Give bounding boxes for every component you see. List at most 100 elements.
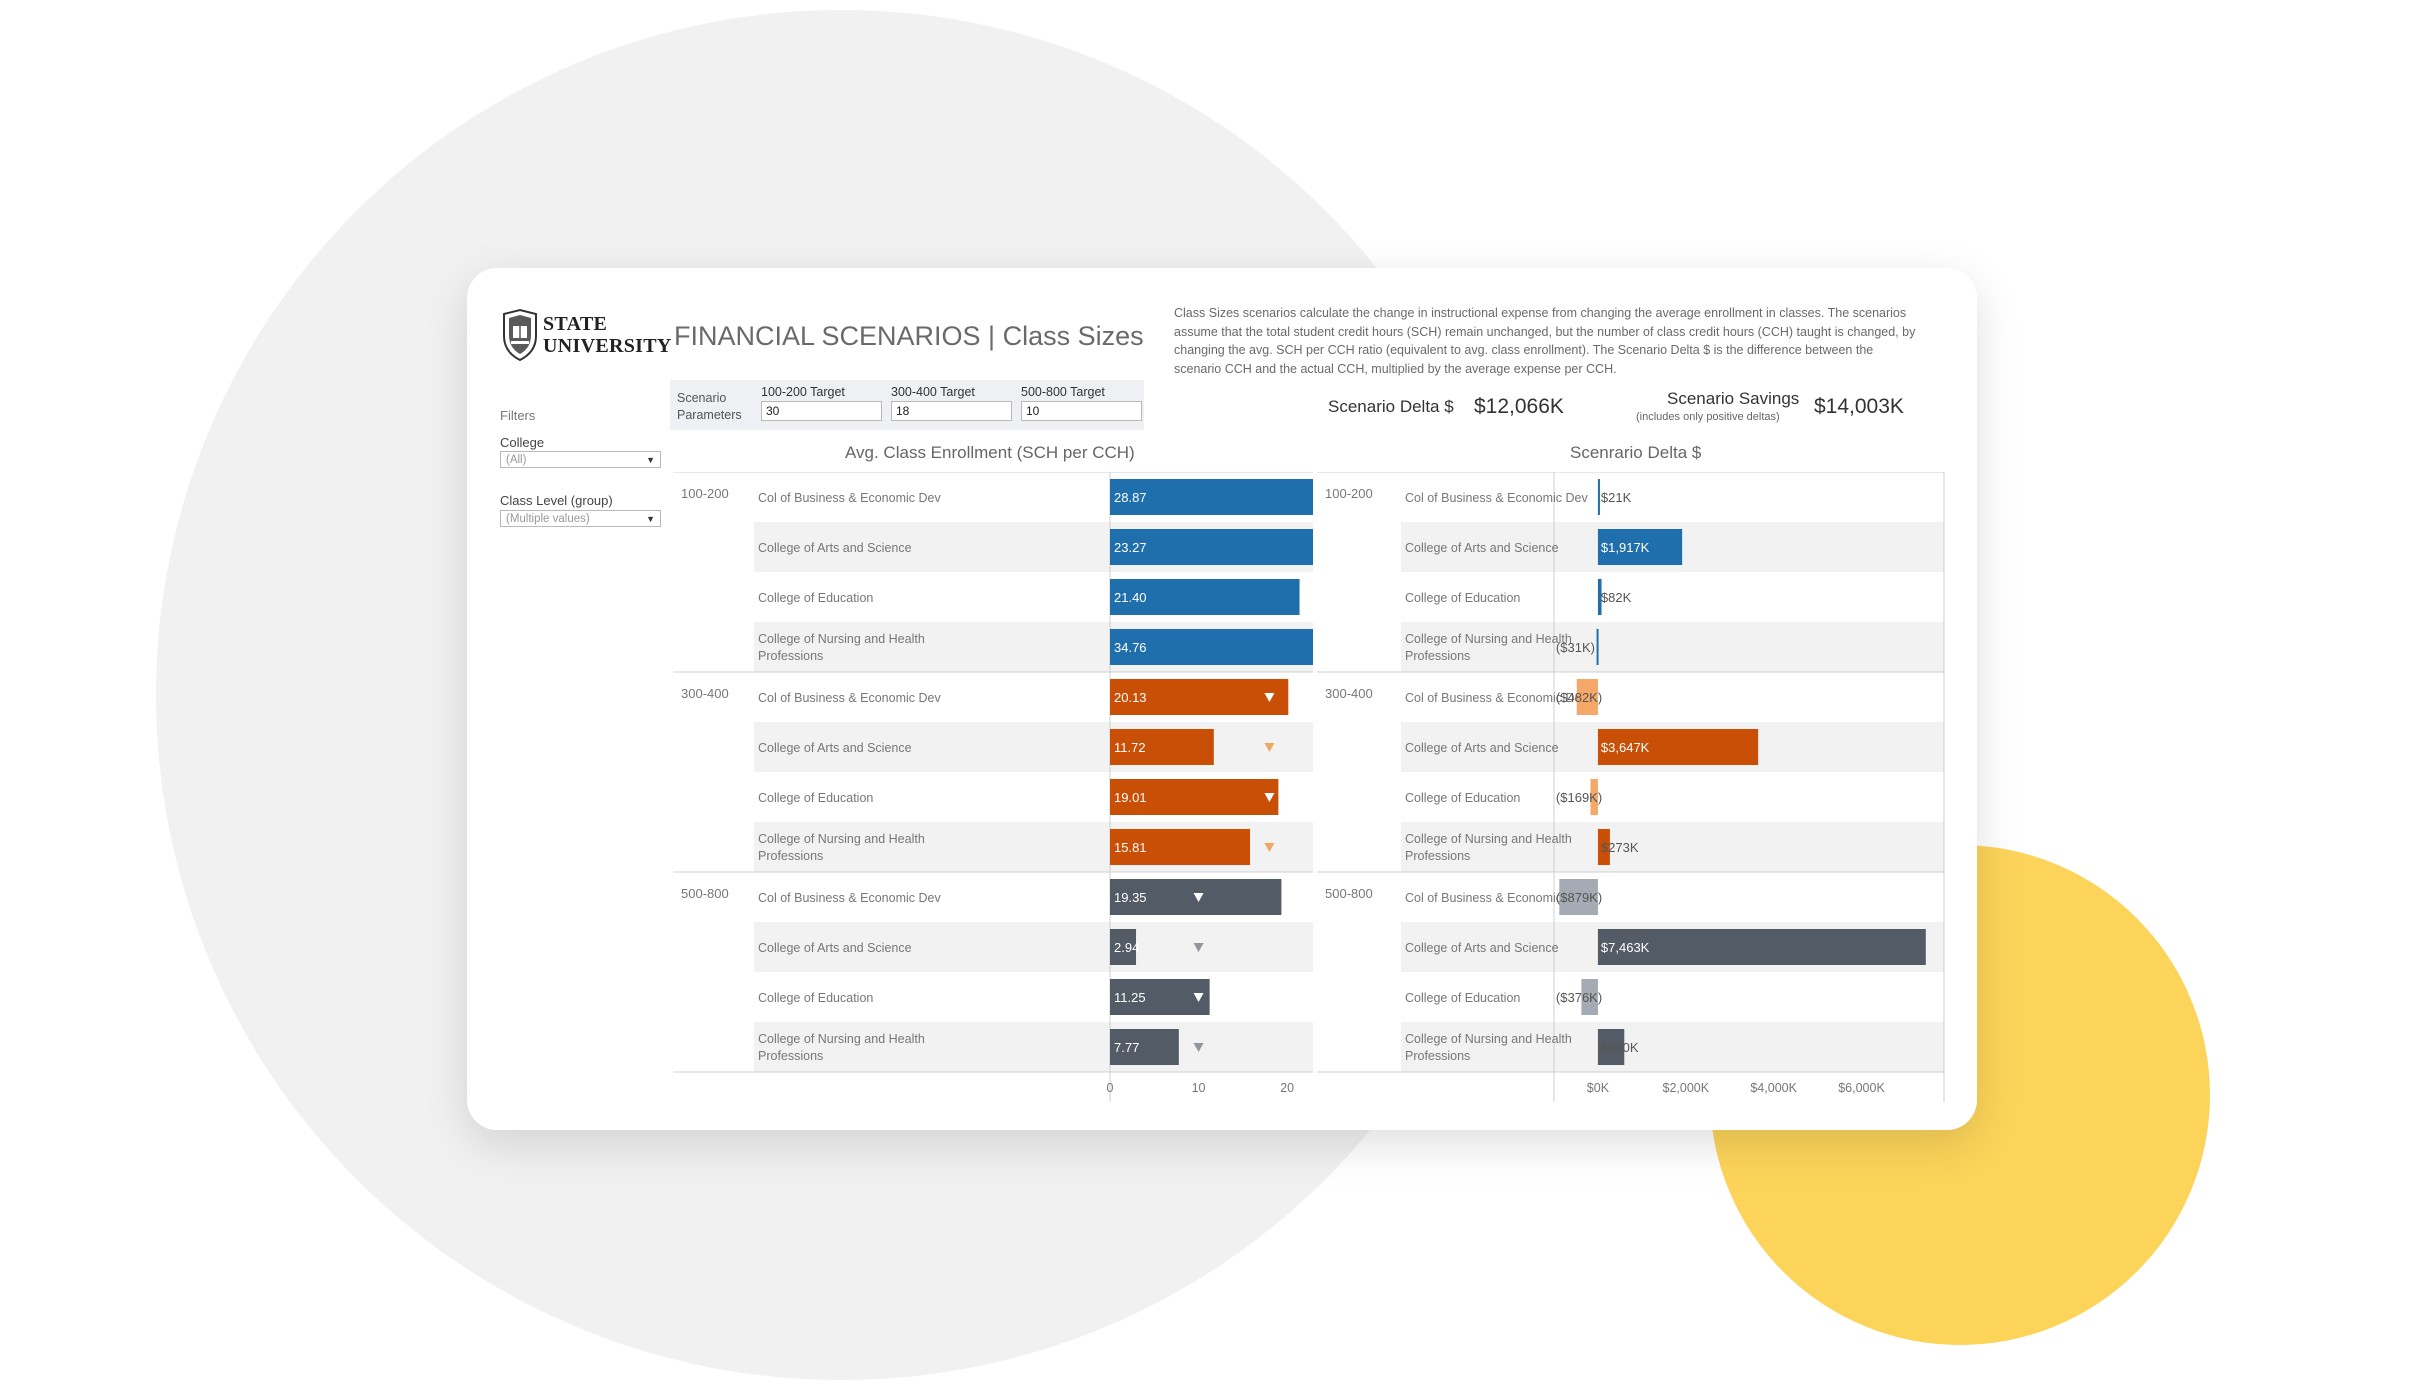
college-label: Professions — [1405, 849, 1470, 863]
class-level-label: 100-200 — [681, 486, 729, 501]
bar-value-label: ($31K) — [1556, 640, 1595, 655]
parameters-label-line1: Scenario — [677, 391, 727, 405]
bar-value-label: 20.13 — [1114, 690, 1147, 705]
row-band — [1401, 622, 1944, 672]
bar-value-label: 11.25 — [1114, 990, 1146, 1005]
target-marker — [1264, 693, 1275, 702]
bar-value-label: $21K — [1601, 490, 1632, 505]
bar-value-label: $7,463K — [1601, 940, 1650, 955]
bar-value-label: 34.76 — [1114, 640, 1147, 655]
row-band — [754, 722, 1313, 772]
param-500-800: 500-800 Target 10 — [1021, 385, 1142, 421]
target-marker — [1264, 793, 1275, 802]
parameters-label-line2: Parameters — [677, 408, 742, 422]
college-label: College of Education — [758, 591, 873, 605]
college-label: College of Education — [1405, 591, 1520, 605]
enrollment-chart-title: Avg. Class Enrollment (SCH per CCH) — [845, 443, 1135, 462]
bar — [1559, 879, 1598, 915]
college-label: Professions — [758, 1049, 823, 1063]
bar-value-label: ($482K) — [1556, 690, 1602, 705]
bar — [1576, 679, 1598, 715]
bar-value-label: 23.27 — [1114, 540, 1147, 555]
row-band — [1401, 1022, 1944, 1072]
bar — [1596, 629, 1599, 665]
target-marker — [1193, 1043, 1204, 1052]
dashboard-card: STATE UNIVERSITY FINANCIAL SCENARIOS | C… — [467, 268, 1977, 1130]
bar — [1597, 529, 1683, 565]
x-tick-label: 20 — [1280, 1081, 1294, 1095]
college-filter-value: (All) — [506, 454, 527, 466]
chevron-down-icon: ▼ — [646, 514, 655, 524]
college-label: College of Nursing and Health — [758, 832, 925, 846]
college-label: College of Arts and Science — [758, 541, 912, 555]
bar — [1110, 1029, 1179, 1065]
bar-value-label: ($169K) — [1556, 790, 1602, 805]
college-label: College of Education — [1405, 791, 1520, 805]
target-marker — [1264, 743, 1275, 752]
bar-value-label: ($376K) — [1556, 990, 1602, 1005]
target-marker — [1264, 843, 1275, 852]
college-label: College of Nursing and Health — [758, 1032, 925, 1046]
college-label: College of Nursing and Health — [1405, 832, 1572, 846]
bar-value-label: 15.81 — [1114, 840, 1147, 855]
college-filter-select[interactable]: (All) ▼ — [500, 451, 661, 468]
college-label: College of Arts and Science — [1405, 741, 1559, 755]
scenario-delta-value: $12,066K — [1474, 395, 1564, 418]
bar-value-label: 2.94 — [1114, 940, 1139, 955]
bar — [1597, 479, 1600, 515]
bar-value-label: 28.87 — [1114, 490, 1147, 505]
bar — [1597, 579, 1602, 615]
college-label: College of Arts and Science — [1405, 541, 1559, 555]
college-label: College of Arts and Science — [758, 741, 912, 755]
college-label: Professions — [758, 649, 823, 663]
bar — [1581, 979, 1598, 1015]
param-500-800-input[interactable]: 10 — [1021, 401, 1142, 421]
param-100-200-input[interactable]: 30 — [761, 401, 882, 421]
bar-value-label: $82K — [1601, 590, 1632, 605]
college-label: College of Nursing and Health — [758, 632, 925, 646]
bar — [1110, 829, 1251, 865]
university-logo: STATE UNIVERSITY — [501, 308, 672, 362]
bar — [1110, 529, 1313, 565]
scenario-savings-label: Scenario Savings — [1667, 389, 1800, 408]
college-label: Col of Business & Economic Dev — [758, 691, 941, 705]
bar-value-label: 19.01 — [1114, 790, 1147, 805]
param-300-400-input[interactable]: 18 — [891, 401, 1012, 421]
college-label: Professions — [1405, 649, 1470, 663]
row-band — [754, 922, 1313, 972]
shield-icon — [503, 308, 537, 362]
delta-chart-title: Scenrario Delta $ — [1570, 443, 1702, 462]
scenario-parameters: Scenario Parameters 100-200 Target 30 30… — [670, 380, 1144, 430]
x-tick-label: $6,000K — [1838, 1081, 1885, 1095]
class-level-label: 500-800 — [681, 886, 729, 901]
bar — [1110, 679, 1289, 715]
bar-value-label: $3,647K — [1601, 740, 1650, 755]
college-label: Col of Business & Economic Dev — [758, 491, 941, 505]
bar-value-label: $273K — [1601, 840, 1639, 855]
scenario-savings-value: $14,003K — [1814, 395, 1904, 418]
college-label: College of Education — [758, 791, 873, 805]
chevron-down-icon: ▼ — [646, 455, 655, 465]
delta-chart: 100-200 300-400 500-800 Col of Business & E… — [1317, 472, 1945, 1102]
logo-line1: STATE — [543, 313, 608, 335]
bar — [1110, 979, 1210, 1015]
class-level-label: 500-800 — [1325, 886, 1373, 901]
param-100-200-label: 100-200 Target — [761, 385, 845, 399]
college-filter-label: College — [500, 435, 545, 450]
college-label: Professions — [1405, 1049, 1470, 1063]
target-marker — [1193, 993, 1204, 1002]
bar — [1110, 479, 1313, 515]
bar — [1110, 929, 1137, 965]
param-300-400: 300-400 Target 18 — [891, 385, 1012, 421]
college-label: Col of Business & Economic Dev — [1405, 691, 1588, 705]
college-label: Professions — [758, 849, 823, 863]
bar — [1597, 829, 1610, 865]
college-label: College of Nursing and Health — [1405, 632, 1572, 646]
class-level-label: 300-400 — [681, 686, 729, 701]
x-tick-label: $0K — [1587, 1081, 1610, 1095]
row-band — [754, 1022, 1313, 1072]
bar-value-label: 7.77 — [1114, 1040, 1139, 1055]
class-level-filter-select[interactable]: (Multiple values) ▼ — [500, 510, 661, 527]
enrollment-chart: 100-200 300-400 500-800 Col of Business & E… — [673, 472, 1313, 1102]
x-tick-label: 0 — [1107, 1081, 1114, 1095]
